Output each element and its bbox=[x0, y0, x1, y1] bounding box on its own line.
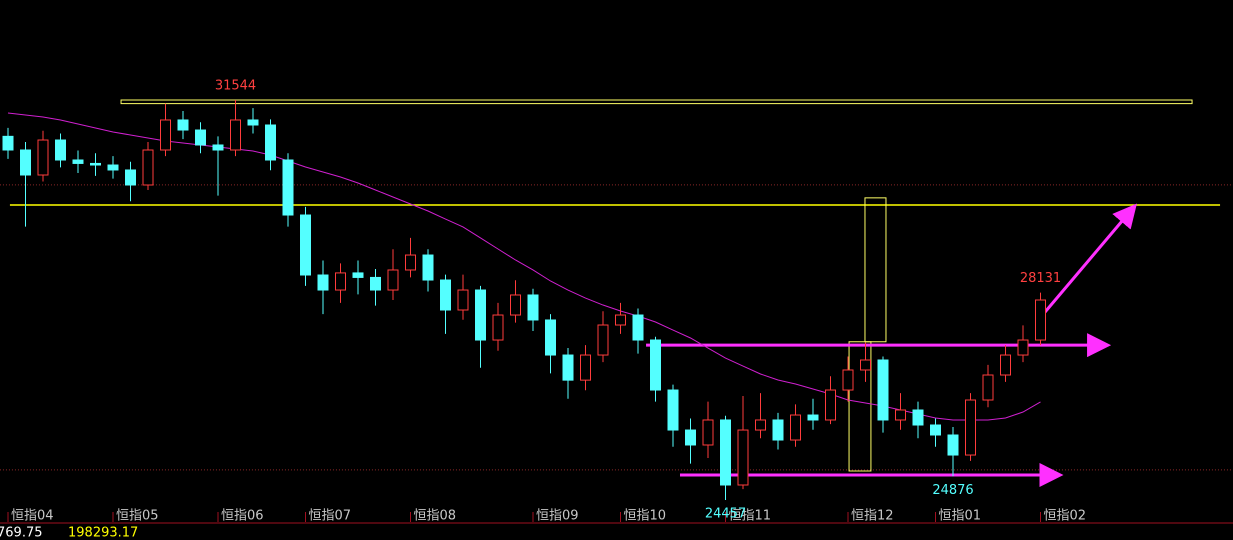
candle-body bbox=[737, 429, 749, 486]
x-tick-label: 恒指11 bbox=[729, 509, 772, 524]
candle-body bbox=[947, 434, 959, 456]
candle-body bbox=[772, 419, 784, 441]
x-tick-label: 恒指02 bbox=[1044, 509, 1087, 524]
candle-body bbox=[142, 149, 154, 186]
price-label: 24876 bbox=[932, 483, 973, 498]
candle-body bbox=[790, 414, 801, 441]
candle-body bbox=[755, 419, 766, 431]
price-label: 31544 bbox=[215, 79, 256, 94]
candle-body bbox=[195, 129, 206, 146]
candle-body bbox=[107, 164, 119, 171]
candle-body bbox=[545, 319, 556, 356]
candle-body bbox=[160, 119, 171, 151]
annotation-box bbox=[864, 197, 887, 343]
candle-body bbox=[527, 294, 539, 321]
candle-body bbox=[720, 419, 731, 486]
candle-body bbox=[265, 124, 276, 161]
candle-body bbox=[615, 314, 626, 326]
moving-average bbox=[7, 112, 1041, 421]
candle-body bbox=[825, 389, 836, 421]
x-tick-label: 恒指12 bbox=[851, 509, 894, 524]
candle-body bbox=[982, 374, 994, 401]
candle-body bbox=[90, 162, 101, 166]
candle-body bbox=[422, 254, 434, 281]
x-tick-label: 恒指09 bbox=[536, 509, 579, 524]
candle-body bbox=[930, 424, 941, 436]
candle-body bbox=[370, 276, 381, 291]
candle-body bbox=[895, 409, 906, 421]
candle-body bbox=[352, 272, 364, 278]
status-value: 769.75 bbox=[0, 526, 43, 540]
candle-body bbox=[2, 135, 14, 151]
candle-body bbox=[20, 149, 31, 176]
candle-body bbox=[300, 214, 311, 276]
candle-body bbox=[1000, 354, 1011, 376]
x-tick-label: 恒指06 bbox=[221, 509, 264, 524]
candle-body bbox=[387, 269, 399, 291]
candle-body bbox=[72, 159, 84, 164]
candle-body bbox=[667, 389, 679, 431]
x-tick-label: 恒指08 bbox=[414, 509, 457, 524]
candle-body bbox=[230, 119, 241, 151]
candle-body bbox=[282, 159, 294, 216]
candle-body bbox=[125, 169, 136, 186]
candle-body bbox=[650, 339, 661, 391]
candle-body bbox=[860, 359, 871, 371]
price-label: 24457 bbox=[705, 506, 746, 521]
candle-body bbox=[212, 144, 224, 151]
x-tick-label: 恒指01 bbox=[939, 509, 982, 524]
candle-body bbox=[965, 399, 976, 456]
x-tick-label: 恒指04 bbox=[11, 509, 54, 524]
candle-body bbox=[37, 139, 49, 176]
candle-body bbox=[597, 324, 609, 356]
candle-body bbox=[877, 359, 889, 421]
candle-body bbox=[55, 139, 66, 161]
candle-body bbox=[317, 274, 329, 291]
candle-body bbox=[405, 254, 416, 271]
annotation-box bbox=[120, 99, 1193, 105]
candle-body bbox=[177, 119, 189, 131]
candle-body bbox=[440, 279, 451, 311]
arrow bbox=[1038, 203, 1137, 319]
candle-body bbox=[1035, 299, 1046, 341]
candle-body bbox=[562, 354, 574, 381]
candle-body bbox=[475, 289, 486, 341]
candle-body bbox=[510, 294, 521, 316]
candle-body bbox=[702, 419, 714, 446]
candle-body bbox=[632, 314, 644, 341]
candle-body bbox=[685, 429, 696, 446]
x-tick-label: 恒指05 bbox=[116, 509, 159, 524]
candle-body bbox=[492, 314, 504, 341]
status-value: 198293.17 bbox=[68, 526, 138, 540]
x-tick-label: 恒指10 bbox=[624, 509, 667, 524]
candle-body bbox=[335, 272, 346, 291]
price-label: 28131 bbox=[1020, 271, 1061, 286]
candle-body bbox=[457, 289, 469, 311]
candle-body bbox=[842, 369, 854, 391]
candle-body bbox=[1017, 339, 1029, 356]
x-tick-label: 恒指07 bbox=[309, 509, 352, 524]
candle-body bbox=[912, 409, 924, 426]
annotation-box bbox=[848, 341, 872, 472]
candle-body bbox=[247, 119, 259, 126]
candle-body bbox=[580, 354, 591, 381]
candle-body bbox=[807, 414, 819, 421]
